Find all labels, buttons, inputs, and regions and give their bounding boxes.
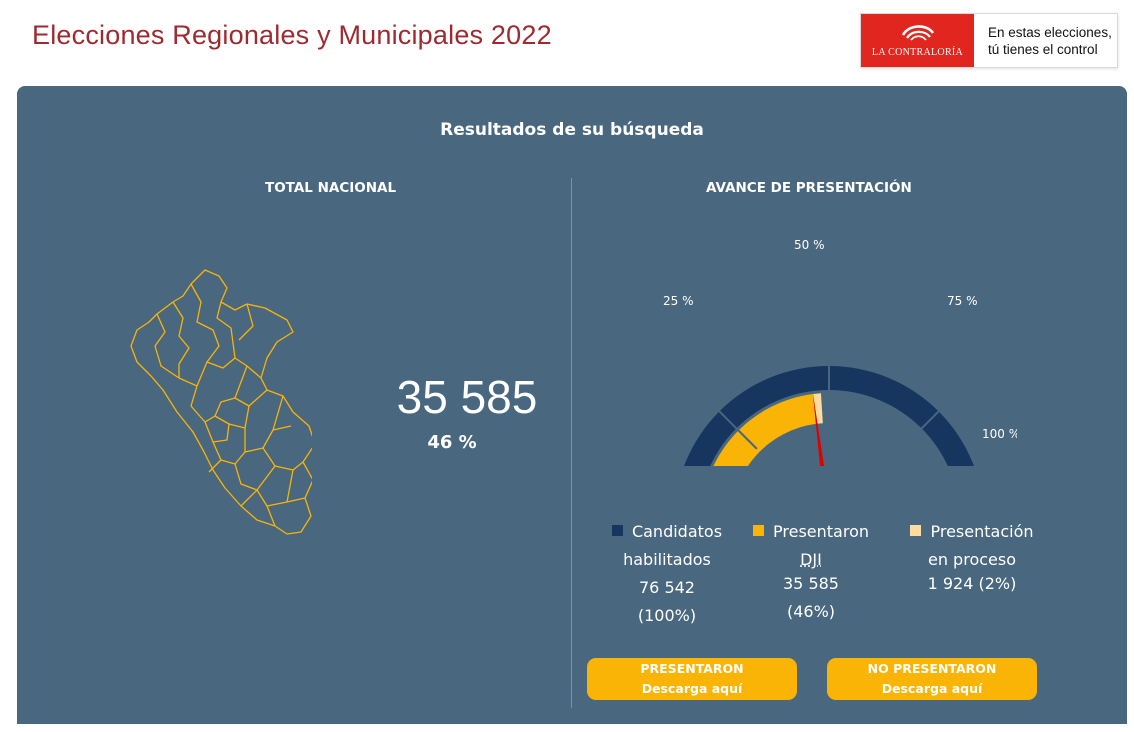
legend-label-2: DJI — [800, 550, 822, 569]
gauge-label-25: 25 % — [663, 294, 694, 308]
legend-swatch-presentaron — [753, 525, 764, 536]
gauge-label-100: 100 % — [982, 427, 1017, 441]
results-panel: Resultados de su búsqueda TOTAL NACIONAL… — [17, 86, 1127, 724]
brand-logo-block: LA CONTRALORÍA — [861, 14, 974, 67]
total-percent: 46 % — [427, 432, 477, 453]
progress-heading: AVANCE DE PRESENTACIÓN — [706, 180, 912, 196]
legend-pct: (46%) — [786, 602, 836, 621]
legend-label: Presentaron — [773, 522, 869, 541]
brand-name: LA CONTRALORÍA — [871, 47, 964, 58]
legend-label-2: en proceso — [927, 550, 1016, 569]
gauge-label-75: 75 % — [947, 294, 978, 308]
gauge-band-en-proceso — [812, 393, 823, 424]
button-action: Descarga aquí — [881, 681, 983, 696]
legend-swatch-habilitados — [611, 525, 623, 536]
brand-tagline-line-2: tú tienes el control — [988, 42, 1098, 57]
legend-habilitados: Candidatos habilitados 76 542 (100%) — [592, 518, 742, 630]
download-no-presentaron-button[interactable]: NO PRESENTARON Descarga aquí — [827, 658, 1037, 700]
gauge-dividers — [717, 365, 941, 450]
button-action: Descarga aquí — [641, 681, 743, 696]
gauge-divider-1 — [717, 409, 758, 450]
peru-regions-map-icon — [130, 269, 312, 535]
progress-gauge: 0 % 25 % 50 % 75 % 100 % — [663, 238, 1017, 466]
gauge-band-habilitados — [684, 366, 974, 466]
button-title: NO PRESENTARON — [867, 661, 997, 676]
results-title: Resultados de su búsqueda — [440, 120, 704, 140]
legend-value: 76 542 — [639, 578, 695, 597]
gauge-divider-3 — [900, 409, 941, 450]
gauge-band-presentaron — [713, 394, 817, 466]
brand-tagline-line-1: En estas elecciones, — [988, 25, 1112, 40]
button-title: PRESENTARON — [640, 661, 744, 676]
legend-label-2: habilitados — [623, 550, 711, 569]
download-presentaron-button[interactable]: PRESENTARON Descarga aquí — [587, 658, 797, 700]
brand-banner[interactable]: LA CONTRALORÍA En estas elecciones, tú t… — [860, 13, 1118, 68]
legend-en-proceso: Presentación en proceso 1 924 (2%) — [897, 518, 1047, 598]
gauge-label-50: 50 % — [794, 238, 825, 252]
gauge-arcs — [684, 366, 974, 466]
section-divider — [571, 178, 572, 708]
brand-tagline: En estas elecciones, tú tienes el contro… — [988, 24, 1116, 58]
legend-presentaron: Presentaron DJI 35 585 (46%) — [736, 518, 886, 626]
legend-label: Presentación — [930, 522, 1034, 541]
total-value: 35 585 — [396, 371, 538, 423]
total-heading: TOTAL NACIONAL — [265, 180, 397, 196]
legend-value: 35 585 — [783, 574, 839, 593]
legend-swatch-en-proceso — [910, 525, 922, 536]
contraloria-logo-icon — [901, 25, 935, 41]
page-title: Elecciones Regionales y Municipales 2022 — [32, 20, 552, 50]
legend-label: Candidatos — [631, 522, 723, 541]
legend-pct: (100%) — [637, 606, 697, 625]
legend-value: 1 924 (2%) — [927, 574, 1017, 593]
